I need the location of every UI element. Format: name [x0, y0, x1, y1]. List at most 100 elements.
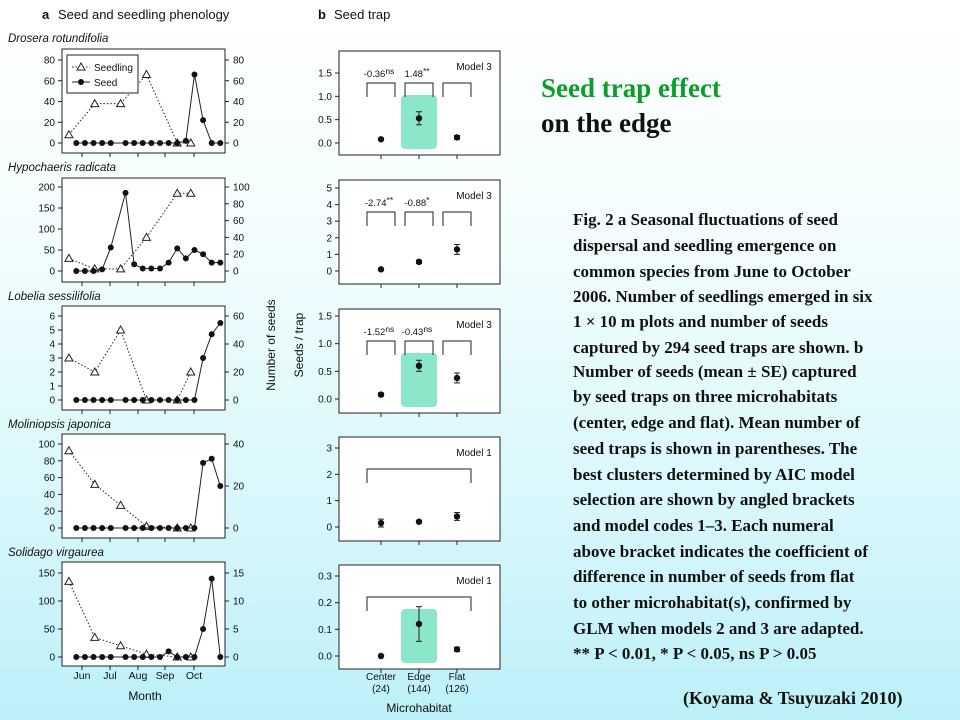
panel-b-ylabel: Seeds / trap [292, 312, 306, 377]
mean-point [453, 513, 461, 520]
seed-point [200, 251, 207, 258]
species-name: Drosera rotundifolia [8, 33, 108, 45]
mean-point [415, 620, 423, 628]
right-tick-label: 20 [233, 250, 245, 261]
seedling-point [172, 188, 183, 197]
seed-point [182, 137, 189, 144]
right-tick-label: 20 [233, 368, 245, 379]
caption-line: above bracket indicates the coefficient … [573, 542, 869, 561]
model-code: Model 3 [456, 191, 492, 202]
seedling-point [115, 98, 126, 108]
seed-point [73, 268, 80, 274]
mean-point [415, 258, 423, 266]
right-tick-label: 100 [233, 183, 250, 194]
seed-point [73, 525, 80, 531]
seedling-point [115, 324, 126, 334]
mean-point [377, 519, 385, 527]
seedling-line [68, 328, 192, 401]
seed-point [131, 140, 138, 146]
microhabitat-label: Center [366, 672, 397, 683]
seed-point [157, 265, 163, 272]
species-name: Lobelia sessilifolia [8, 291, 101, 303]
right-tick-label: 0 [233, 653, 239, 664]
left-tick-label: 20 [44, 507, 56, 518]
left-tick-label: 50 [44, 246, 56, 257]
seed-point [182, 654, 189, 660]
seed-point [90, 397, 97, 403]
seedling-point [115, 263, 126, 273]
seed-point [200, 459, 207, 466]
legend-seedling-marker [76, 61, 86, 71]
microhabitat-count: (24) [372, 684, 390, 695]
seedling-point [185, 366, 196, 376]
phenology-plot-frame [61, 561, 226, 667]
left-tick-label: 150 [38, 204, 55, 215]
seed-point [200, 117, 207, 124]
bracket-significance: ns [385, 66, 394, 76]
seed-point [90, 140, 97, 146]
seed-point [182, 255, 189, 262]
seed-point [165, 525, 172, 531]
panel-b-xlabel: Microhabitat [386, 701, 452, 715]
seed-point [208, 575, 215, 582]
seed-point [122, 397, 129, 403]
seed-point [208, 455, 215, 462]
seed-point [131, 397, 138, 403]
seed-point [99, 654, 106, 660]
seed-point [99, 140, 106, 146]
mean-point [377, 266, 385, 273]
seed-trap-tick-label: 3 [326, 444, 332, 455]
seed-trap-tick-label: 1 [326, 250, 332, 261]
cluster-bracket [366, 468, 472, 483]
caption-line: difference in number of seeds from flat [573, 567, 855, 586]
left-tick-label: 60 [44, 473, 56, 484]
seed-point [139, 140, 146, 146]
left-tick-label: 80 [44, 56, 56, 67]
right-tick-label: 40 [233, 440, 245, 451]
seed-point [99, 266, 106, 273]
right-tick-label: 0 [233, 524, 239, 535]
seed-point [217, 654, 224, 660]
right-tick-label: 60 [233, 216, 245, 227]
model-code: Model 1 [456, 576, 492, 587]
caption-line: GLM when models 2 and 3 are adapted. [573, 619, 864, 638]
month-label: Oct [186, 670, 202, 682]
right-tick-label: 40 [233, 97, 245, 108]
right-tick-label: 15 [233, 569, 245, 580]
panel-a-title: Seed and seedling phenology [58, 7, 230, 22]
seed-point [148, 140, 155, 146]
model-code: Model 3 [456, 320, 492, 331]
cluster-bracket [404, 340, 434, 355]
seedling-point [64, 445, 74, 455]
seed-point [165, 259, 172, 266]
seed-point [174, 525, 181, 531]
seed-point [148, 525, 155, 531]
seed-point [90, 268, 97, 274]
seed-trap-tick-label: 0.0 [318, 395, 332, 406]
seed-point [200, 626, 207, 632]
panel-a-letter: a [42, 7, 50, 22]
left-tick-label: 50 [44, 625, 56, 636]
seedling-point [89, 479, 100, 488]
seed-point [208, 259, 215, 266]
seed-point [131, 525, 138, 531]
left-tick-label: 0 [49, 653, 55, 664]
seed-point [157, 654, 163, 660]
cluster-bracket [366, 596, 472, 611]
seed-point [107, 654, 114, 660]
seed-point [217, 320, 224, 326]
seed-point [165, 648, 172, 655]
cluster-bracket [404, 82, 434, 97]
bracket-significance: ns [423, 324, 432, 334]
legend-seed-label: Seed [94, 78, 117, 89]
seed-point [81, 654, 88, 660]
left-tick-label: 100 [38, 225, 55, 236]
seedling-point [185, 137, 196, 147]
left-tick-label: 0 [49, 267, 55, 278]
seed-point [90, 654, 97, 660]
right-tick-label: 60 [233, 312, 245, 323]
right-tick-label: 5 [233, 625, 239, 636]
mean-point [453, 246, 461, 253]
seed-point [217, 483, 224, 489]
right-tick-label: 80 [233, 56, 245, 67]
